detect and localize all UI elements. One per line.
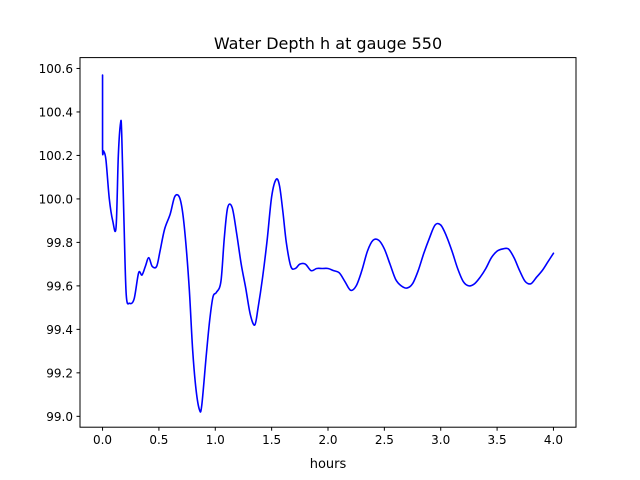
series-line-0	[101, 74, 555, 413]
x-tick-label: 3.0	[431, 433, 450, 447]
x-tick-label: 1.5	[262, 433, 281, 447]
chart-title: Water Depth h at gauge 550	[214, 34, 442, 53]
y-tick-label: 99.8	[46, 236, 73, 250]
axes-frame	[79, 57, 577, 428]
x-tick-label: 2.0	[318, 433, 337, 447]
plot-area	[101, 74, 555, 413]
y-axis-ticks: 99.0 99.2 99.4 99.6 99.8 100.0 100.2 100.4 100.6	[39, 62, 80, 424]
x-tick-label: 4.0	[544, 433, 563, 447]
y-tick-label: 99.2	[46, 366, 73, 380]
y-tick-label: 100.0	[39, 192, 73, 206]
x-tick-label: 3.5	[488, 433, 507, 447]
x-tick-label: 2.5	[375, 433, 394, 447]
x-axis-label: hours	[310, 457, 347, 472]
x-tick-label: 0.0	[93, 433, 112, 447]
y-tick-label: 100.2	[39, 149, 73, 163]
x-tick-label: 0.5	[149, 433, 168, 447]
x-axis-ticks: 0.0 0.5 1.0 1.5 2.0 2.5 3.0 3.5 4.0	[93, 427, 563, 447]
y-tick-label: 100.6	[39, 62, 73, 76]
y-tick-label: 100.4	[39, 105, 73, 119]
y-tick-label: 99.6	[46, 279, 73, 293]
y-tick-label: 99.0	[46, 410, 73, 424]
y-tick-label: 99.4	[46, 323, 73, 337]
x-tick-label: 1.0	[206, 433, 225, 447]
